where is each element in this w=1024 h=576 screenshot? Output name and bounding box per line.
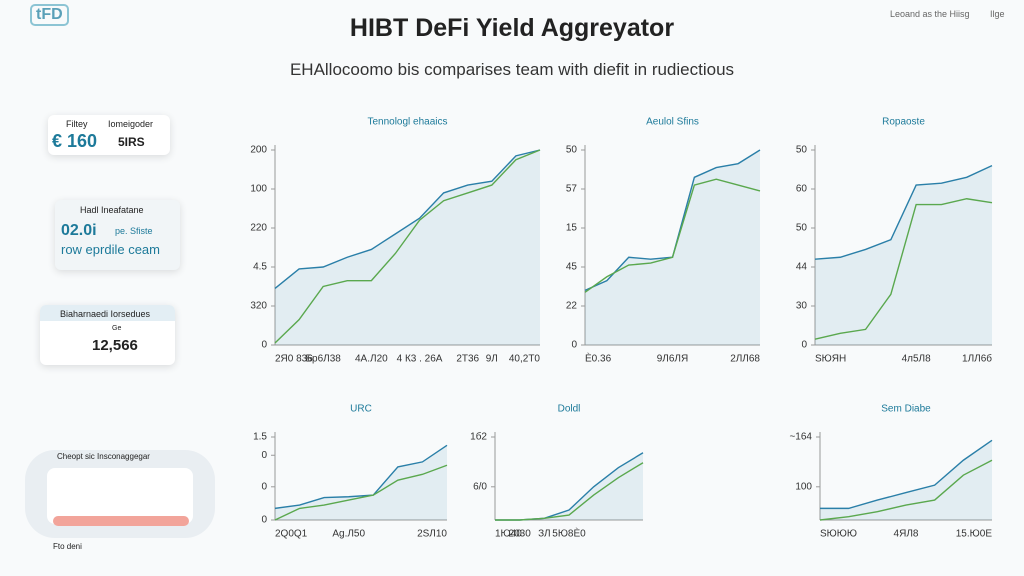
page-title: HIBT DeFi Yield Aggreyator	[349, 14, 675, 42]
y-tick-label: ~164	[789, 432, 812, 443]
x-tick-label: ЅЮЯН	[815, 354, 846, 365]
y-tick-label: 0	[261, 481, 267, 492]
line	[819, 459, 993, 521]
y-tick-label: 22	[566, 301, 578, 312]
area	[815, 165, 992, 345]
illustration-title: Cheopt sic Insconaggegar	[57, 452, 150, 461]
line	[814, 198, 993, 340]
x-tick-label: 4А.Л20	[355, 354, 388, 365]
chart-title: Aeulol Sfins	[646, 117, 699, 128]
y-tick-label: 1.5	[253, 432, 267, 443]
y-tick-label: 15	[566, 223, 578, 234]
x-tick-label: Бp6Л38	[305, 354, 341, 365]
y-tick-label: 0	[261, 515, 267, 526]
area	[495, 452, 643, 520]
y-tick-label: 4.5	[253, 262, 267, 273]
top-link[interactable]: Leoand as the Hiisg	[890, 9, 970, 19]
x-tick-label: 4 К3 . 26А	[397, 354, 443, 365]
x-tick-label: 40,2Т0	[509, 354, 541, 365]
y-tick-label: 200	[250, 145, 267, 156]
line	[274, 444, 448, 510]
x-tick-label: 2Q0Q1	[275, 529, 308, 540]
y-tick-label: 30	[796, 301, 808, 312]
y-tick-label: 50	[566, 145, 578, 156]
x-tick-label: 2ЅЛ10	[417, 529, 447, 540]
stat-card: Biaharnaedi Iorsedues Ge 12,566	[40, 305, 175, 365]
y-tick-label: 100	[250, 184, 267, 195]
line	[274, 149, 541, 289]
y-tick-label: 57	[566, 184, 578, 195]
area	[820, 440, 992, 520]
chart-title: URC	[350, 404, 372, 415]
x-tick-label: ЗЛ	[538, 529, 551, 540]
line	[820, 439, 993, 510]
x-tick-label: 9Л	[486, 354, 498, 365]
y-tick-label: 0	[801, 340, 807, 351]
card-value: 12,566	[92, 337, 138, 354]
y-tick-label: 100	[795, 481, 812, 492]
chart-title: Tennologl ehaaics	[367, 117, 447, 128]
area	[275, 150, 540, 345]
x-tick-label: Ag.Л50	[332, 529, 365, 540]
x-tick-label: 4л5Л8	[902, 354, 932, 365]
x-tick-label: 15.Ю0Е	[956, 529, 993, 540]
area	[275, 445, 447, 520]
y-tick-label: 1б2	[470, 431, 487, 443]
illustration: Cheopt sic Insconaggegar Fto deni	[25, 450, 215, 551]
y-tick-label: 320	[250, 301, 267, 312]
line	[495, 462, 644, 521]
top-link[interactable]: Ilge	[990, 9, 1005, 19]
y-tick-label: 0	[261, 340, 267, 351]
y-tick-label: 44	[796, 262, 808, 273]
x-tick-label: 2ЛЛ68	[730, 354, 760, 365]
x-tick-label: 1Ю40	[495, 529, 522, 540]
x-tick-label: 2Я0 836	[275, 354, 313, 365]
card-value: 02.0i	[61, 222, 97, 239]
x-tick-label: 2Т36	[456, 354, 479, 365]
y-tick-label: 0	[571, 340, 577, 351]
chart-title: Doldl	[558, 404, 581, 415]
x-tick-label: 1ЛЛ6б	[962, 353, 992, 365]
card-note: Ge	[112, 325, 122, 332]
y-tick-label: 6/0	[473, 481, 487, 492]
chart-title: Ropaoste	[882, 117, 925, 128]
y-tick-label: 50	[796, 223, 808, 234]
card-label: Iomeigoder	[108, 119, 154, 129]
card-note: pe. Sfiste	[115, 226, 153, 236]
card-title: Biaharnaedi Iorsedues	[60, 309, 151, 319]
card-value: € 160	[52, 131, 98, 151]
y-tick-label: 50	[796, 145, 808, 156]
chart-title: Sem Diabe	[881, 404, 931, 415]
card-tag: 5IRS	[118, 135, 145, 149]
y-tick-label: 0	[261, 450, 267, 461]
illustration-caption: Fto deni	[53, 542, 82, 551]
x-tick-label: 9Л6ЛЯ	[657, 354, 688, 365]
line	[274, 464, 448, 521]
x-tick-label: ЅЮЮЮ	[820, 529, 857, 540]
area	[585, 150, 760, 345]
stat-card: Filtey Iomeigoder € 160 5IRS	[48, 115, 170, 155]
logo: tFD	[30, 4, 69, 26]
x-tick-label: 4ЯЛ8	[894, 529, 919, 540]
card-label: Filtey	[66, 119, 88, 129]
line	[814, 164, 993, 260]
y-tick-label: 220	[250, 223, 267, 234]
y-tick-label: 60	[796, 184, 808, 195]
stat-card: Hadl Ineafatane 02.0i pe. Sfiste row epr…	[55, 200, 180, 270]
card-subtitle: row eprdile ceam	[61, 242, 160, 257]
subtitle: EHAllocoomo bis comparises team with die…	[289, 60, 735, 79]
y-tick-label: 45	[566, 262, 578, 273]
x-tick-label: 2030	[509, 529, 532, 540]
x-tick-label: Ѐ0.36	[585, 352, 612, 365]
x-tick-label: 5Ю8Ѐ0	[552, 527, 586, 540]
line	[274, 149, 541, 344]
card-title: Hadl Ineafatane	[80, 205, 144, 215]
line	[584, 178, 761, 293]
